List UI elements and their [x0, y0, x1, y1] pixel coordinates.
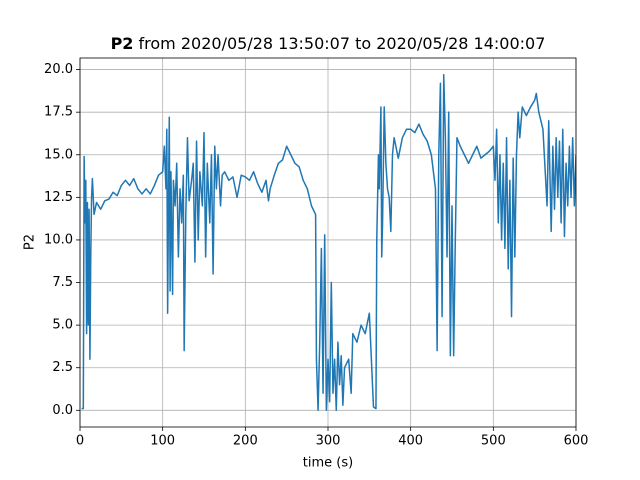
x-tick-label: 400: [398, 434, 423, 449]
x-axis-label: time (s): [303, 456, 353, 471]
data-line: [81, 73, 576, 412]
plot-frame: [79, 57, 577, 428]
x-tick-label: 500: [481, 434, 506, 449]
y-tick-label: 17.5: [44, 105, 73, 120]
x-tick-label: 0: [76, 434, 84, 449]
y-tick-label: 2.5: [52, 360, 73, 375]
chart-title: P2 from 2020/05/28 13:50:07 to 2020/05/2…: [111, 34, 546, 53]
y-tick-label: 0.0: [52, 403, 73, 418]
y-tick-label: 20.0: [44, 62, 73, 77]
title-text: from 2020/05/28 13:50:07 to 2020/05/28 1…: [139, 34, 546, 53]
y-tick-label: 5.0: [52, 318, 73, 333]
y-tick-label: 10.0: [44, 232, 73, 247]
title-prefix: P2: [111, 34, 134, 53]
y-tick-label: 15.0: [44, 147, 73, 162]
y-axis-label: P2: [23, 234, 38, 250]
x-tick-label: 200: [233, 434, 258, 449]
y-tick-label: 12.5: [44, 190, 73, 205]
x-tick-label: 100: [150, 434, 175, 449]
x-tick-label: 300: [316, 434, 341, 449]
x-tick-label: 600: [564, 434, 589, 449]
y-tick-label: 7.5: [52, 275, 73, 290]
